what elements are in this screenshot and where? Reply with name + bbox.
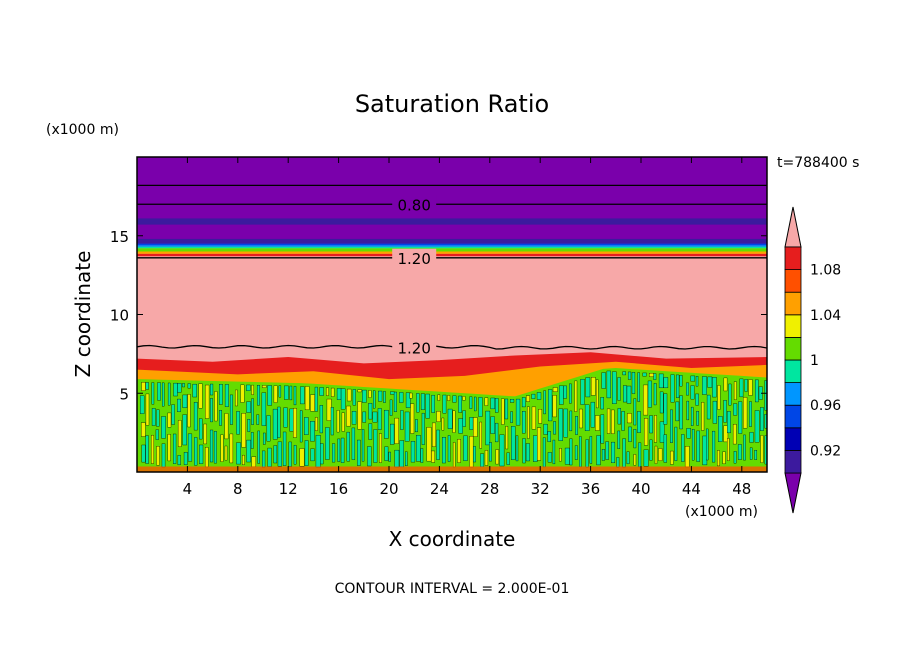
colorbar-label: 0.96 (810, 398, 841, 414)
colorbar-label: 1.04 (810, 308, 841, 324)
contour-label: 1.20 (397, 340, 430, 358)
contour-label: 0.80 (397, 196, 430, 214)
colorbar-swatch (784, 269, 802, 293)
x-tick-label: 16 (329, 480, 348, 498)
y-tick-label: 15 (110, 228, 129, 246)
colorbar-swatch (784, 314, 802, 338)
surface-strip (137, 466, 767, 472)
colorbar-swatch (784, 359, 802, 384)
y-unit-label: (x1000 m) (46, 122, 119, 138)
colorbar-swatch (784, 404, 802, 429)
colorbar-swatch (784, 336, 802, 361)
time-label: t=788400 s (777, 155, 859, 171)
colorbar-label: 1.08 (810, 263, 841, 279)
orange-band (137, 251, 767, 254)
colorbar-swatch (784, 246, 802, 271)
chart-title: Saturation Ratio (355, 90, 549, 118)
colorbar: 0.92 0.96 1 1.04 1.08 (784, 206, 841, 514)
x-tick-label: 28 (480, 480, 499, 498)
dark-band-upper (137, 218, 767, 225)
y-tick-label: 5 (119, 385, 129, 403)
green-band (137, 248, 767, 252)
contour-line (137, 344, 767, 350)
red-band (137, 253, 767, 257)
y-axis-label: Z coordinate (71, 251, 95, 378)
x-tick-label: 32 (531, 480, 550, 498)
x-tick-label: 44 (682, 480, 701, 498)
cyan-band (137, 245, 767, 247)
dark-band-lower (137, 238, 767, 244)
x-tick-label: 12 (279, 480, 298, 498)
x-axis-label: X coordinate (389, 527, 516, 551)
colorbar-swatch (784, 382, 802, 406)
x-tick-label: 24 (430, 480, 449, 498)
x-axis: 4 8 12 16 20 24 28 32 36 40 44 48 (183, 157, 751, 498)
teal-band (137, 246, 767, 249)
x-tick-label: 40 (631, 480, 650, 498)
colorbar-top-arrow (784, 206, 802, 248)
x-unit-label: (x1000 m) (685, 504, 758, 520)
y-axis: 5 10 15 (110, 228, 767, 403)
contour-interval-note: CONTOUR INTERVAL = 2.000E-01 (335, 581, 570, 597)
colorbar-label: 0.92 (810, 443, 841, 459)
contour-label: 1.20 (397, 250, 430, 268)
contour-label-bg (392, 195, 437, 214)
colorbar-swatch (784, 291, 802, 316)
colorbar-swatch (784, 449, 802, 474)
contour-label-bg (392, 338, 437, 357)
x-tick-label: 8 (233, 480, 243, 498)
y-tick-label: 10 (110, 307, 129, 325)
x-tick-label: 48 (732, 480, 751, 498)
contour-label-bg (392, 248, 437, 267)
x-tick-label: 20 (379, 480, 398, 498)
colorbar-swatch (784, 427, 802, 451)
x-tick-label: 4 (183, 480, 193, 498)
dark-band-mid (137, 224, 767, 239)
blue-band (137, 243, 767, 246)
colorbar-bottom-arrow (784, 472, 802, 514)
plot-area: 0.80 1.20 1.20 (137, 157, 767, 472)
contour-lines (137, 184, 767, 350)
x-tick-label: 36 (581, 480, 600, 498)
colorbar-label: 1 (810, 353, 819, 369)
boundary-layer-streaks (139, 370, 767, 468)
